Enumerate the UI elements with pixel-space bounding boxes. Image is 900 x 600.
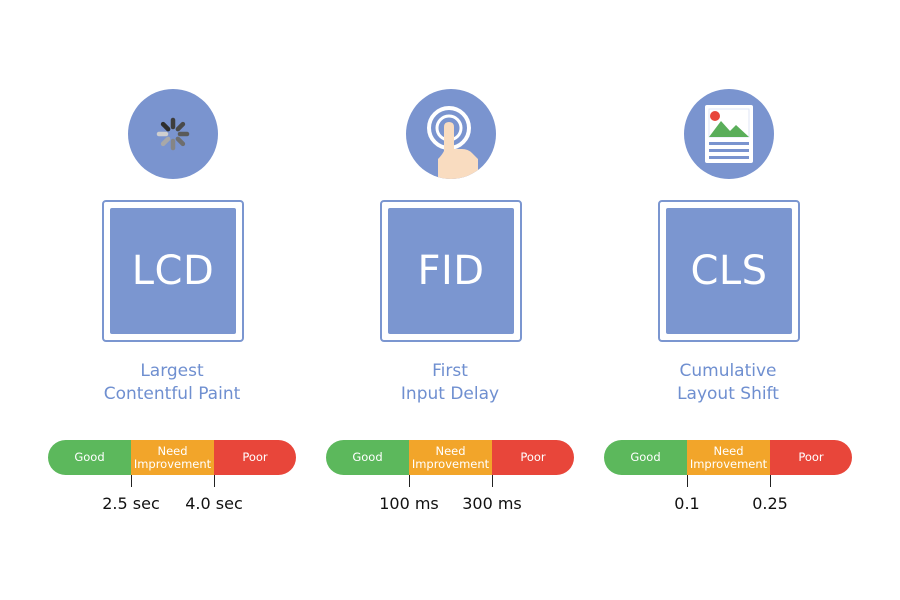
metric-name: Largest Contentful Paint [52,360,292,406]
segment-good: Good [326,440,409,475]
metric-fid: FID First Input Delay Good Need Improveme… [310,0,590,600]
metric-card: LCD [102,200,244,342]
threshold-tick [409,475,410,487]
rating-scale-bar: Good Need Improvement Poor [604,440,852,475]
threshold-tick [492,475,493,487]
threshold-poor-label: 0.25 [752,494,788,513]
segment-poor: Poor [214,440,296,475]
metric-abbreviation: LCD [131,248,215,294]
metric-card: CLS [658,200,800,342]
metric-cls: CLS Cumulative Layout Shift Good Need Imp… [588,0,868,600]
finger-tap-icon [406,89,496,179]
segment-poor: Poor [770,440,852,475]
metric-name: Cumulative Layout Shift [608,360,848,406]
threshold-poor-label: 4.0 sec [185,494,243,513]
metric-abbreviation: FID [417,248,485,294]
metric-name-line1: Cumulative [679,361,777,381]
metric-name-line1: First [432,361,468,381]
image-document-icon [684,89,774,179]
threshold-good-label: 2.5 sec [102,494,160,513]
threshold-tick [687,475,688,487]
threshold-tick [131,475,132,487]
threshold-tick [770,475,771,487]
metric-lcd: LCD Largest Contentful Paint Good Need Im… [32,0,312,600]
metric-abbreviation: CLS [690,248,768,294]
threshold-good-label: 0.1 [674,494,700,513]
threshold-good-label: 100 ms [379,494,439,513]
metric-name-line2: Layout Shift [677,384,779,404]
metric-name-line2: Input Delay [400,384,500,404]
segment-good: Good [604,440,687,475]
rating-scale-bar: Good Need Improvement Poor [326,440,574,475]
segment-need-improvement: Need Improvement [687,440,770,475]
segment-poor: Poor [492,440,574,475]
metric-name-line1: Largest [140,361,204,381]
segment-need-improvement: Need Improvement [409,440,492,475]
metric-card: FID [380,200,522,342]
loading-spinner-icon [128,89,218,179]
segment-good: Good [48,440,131,475]
segment-need-improvement: Need Improvement [131,440,214,475]
rating-scale-bar: Good Need Improvement Poor [48,440,296,475]
threshold-tick [214,475,215,487]
threshold-poor-label: 300 ms [462,494,522,513]
metric-name-line2: Contentful Paint [103,384,241,404]
metric-name: First Input Delay [330,360,570,406]
